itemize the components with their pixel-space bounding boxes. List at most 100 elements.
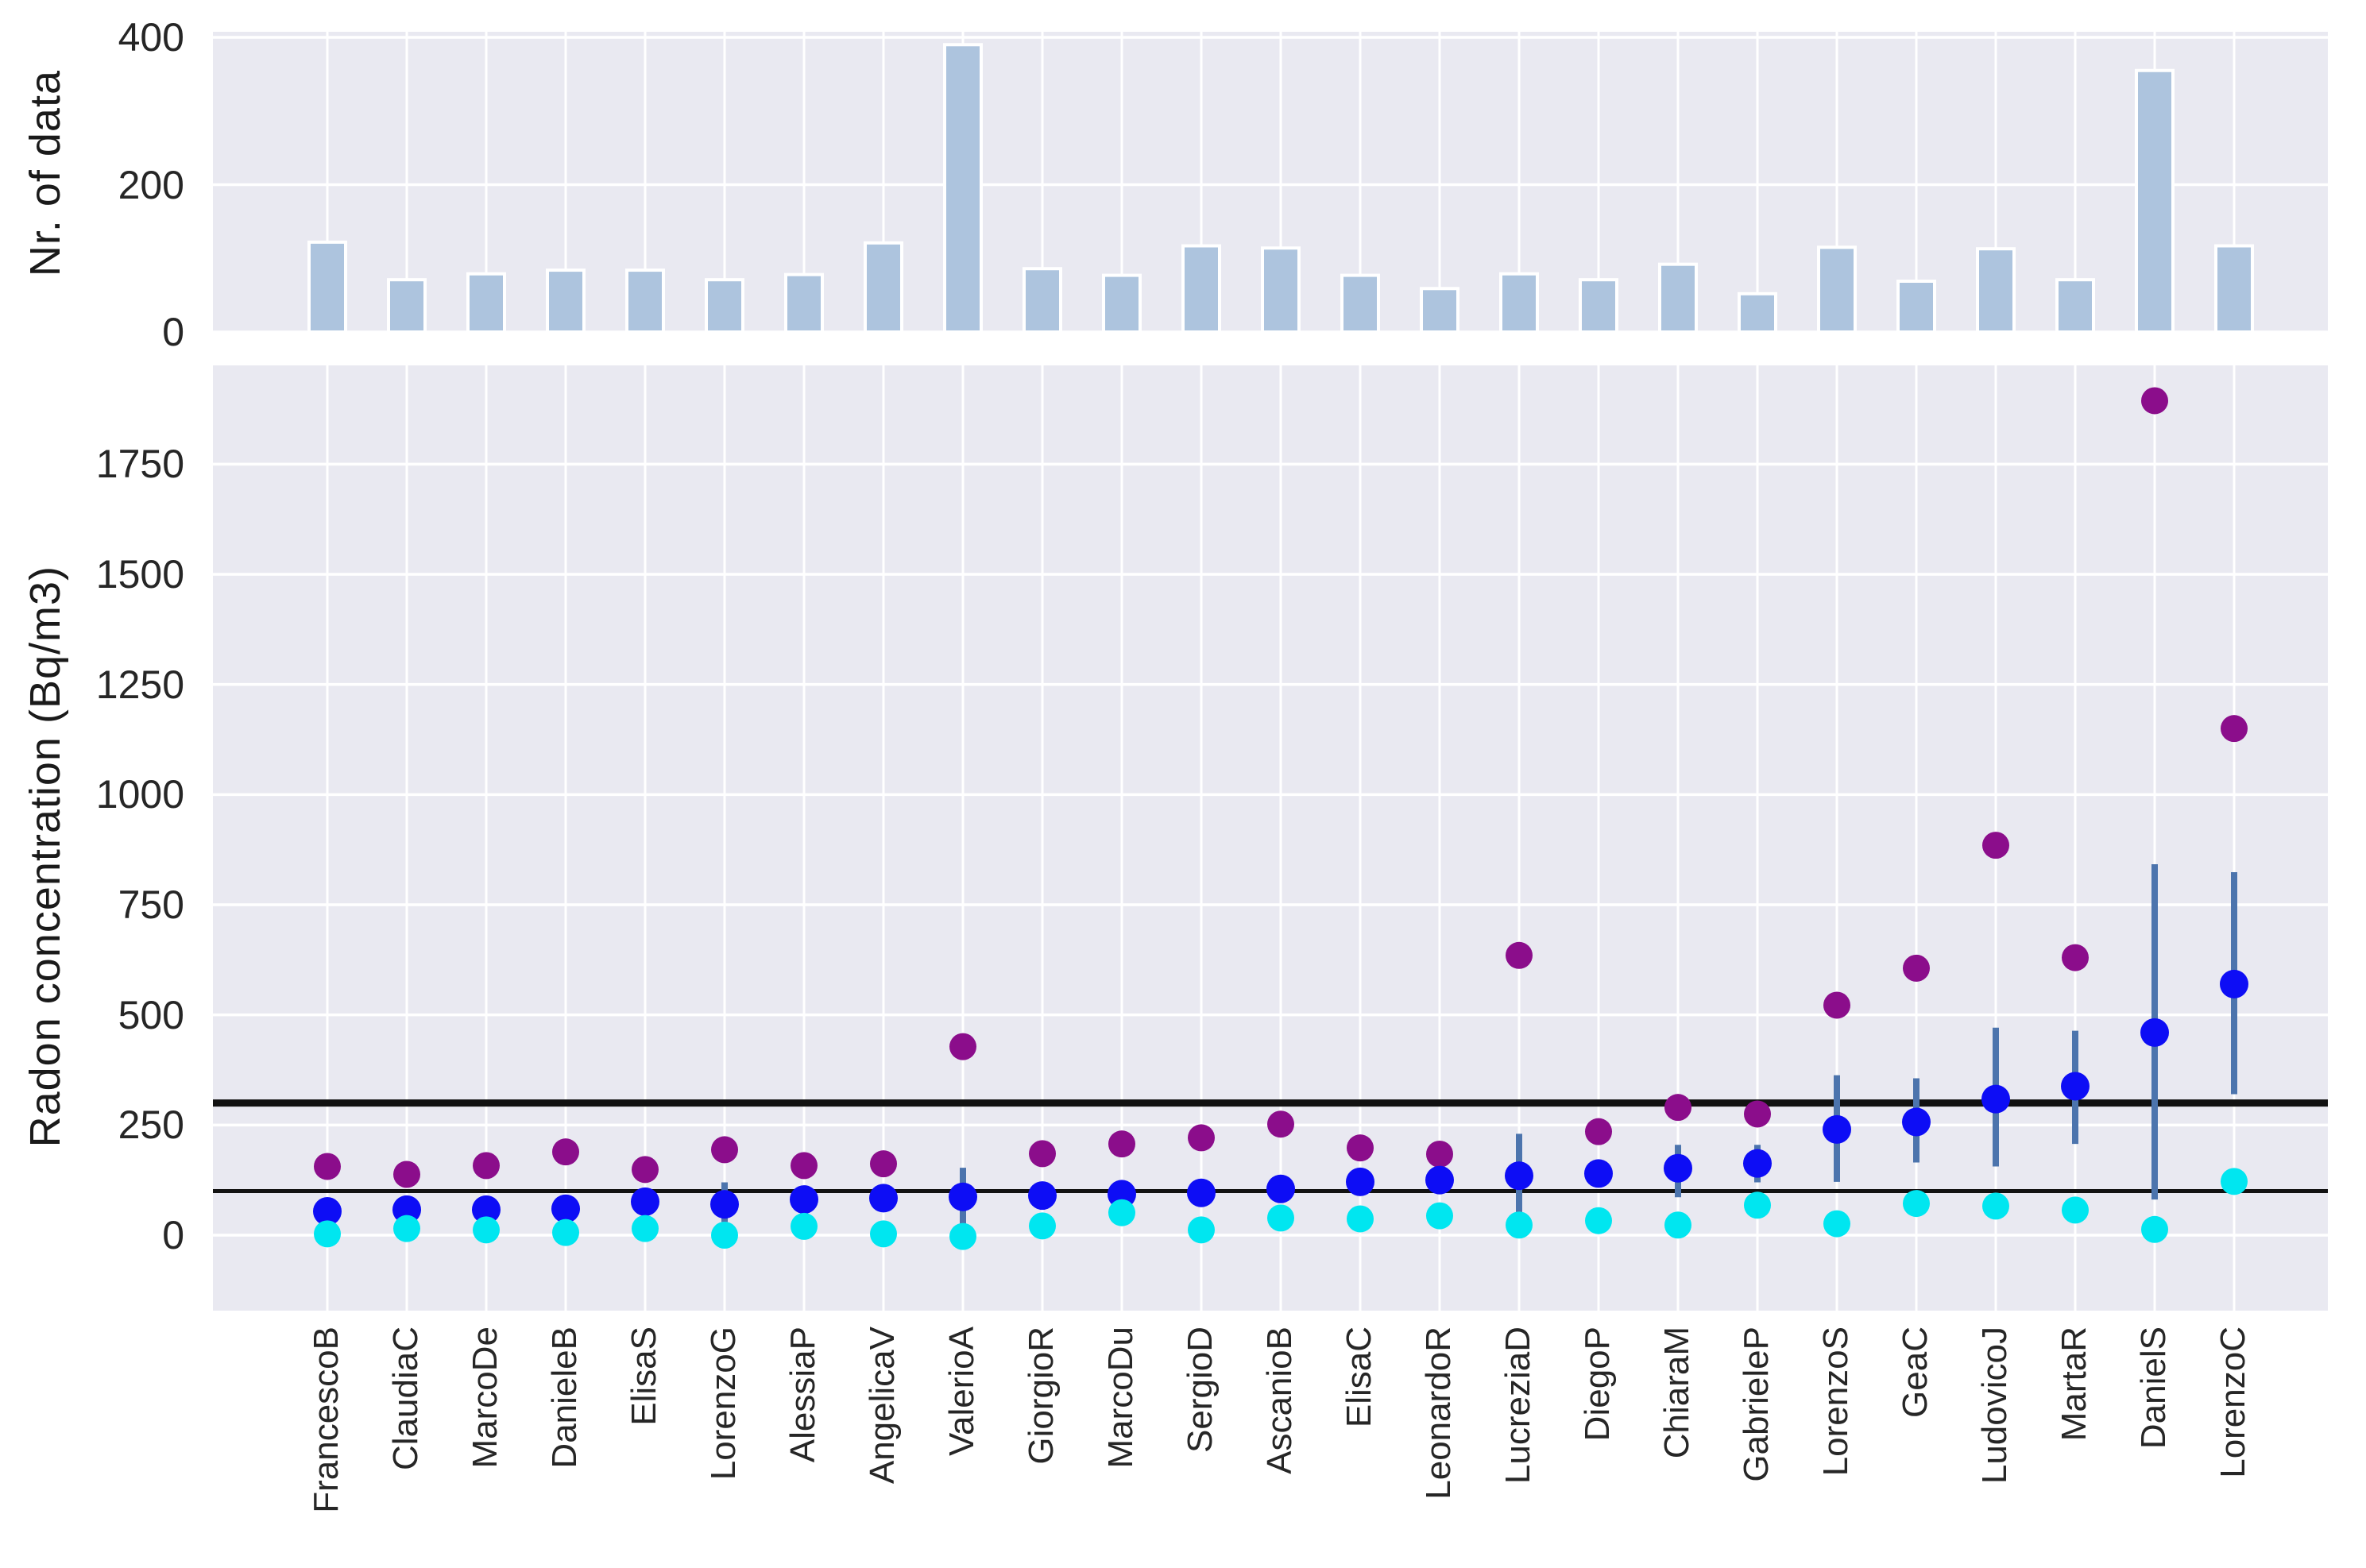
bar — [1261, 246, 1301, 333]
x-tick-label: FrancescoB — [307, 1327, 346, 1513]
bottom-y-tick-label: 500 — [118, 992, 184, 1037]
x-tick-label: MarcoDe — [466, 1327, 505, 1469]
x-tick-label: LorenzoC — [2213, 1327, 2252, 1478]
min-dot — [1823, 1210, 1850, 1238]
max-dot — [1903, 954, 1930, 982]
bar — [1976, 247, 2016, 333]
mean-dot — [869, 1184, 898, 1213]
max-dot — [1664, 1094, 1691, 1122]
x-tick-label: ValerioA — [942, 1327, 981, 1457]
bar — [625, 268, 665, 333]
mean-dot — [790, 1185, 818, 1215]
bar — [1023, 267, 1062, 333]
min-dot — [1029, 1212, 1056, 1240]
x-tick-label: MartaR — [2055, 1327, 2093, 1442]
x-tick-label: SergioD — [1181, 1327, 1220, 1453]
x-tick-label: LorenzoG — [704, 1327, 743, 1481]
x-tick-label: GabrieleP — [1737, 1327, 1776, 1482]
radon-concentration-scatter-panel — [213, 365, 2328, 1311]
bar — [1738, 292, 1777, 333]
max-dot — [1188, 1124, 1215, 1152]
x-tick-label: AngelicaV — [863, 1327, 902, 1485]
max-dot — [1029, 1140, 1056, 1168]
mean-dot — [472, 1195, 501, 1224]
min-dot — [2221, 1168, 2248, 1195]
top-y-tick-label: 0 — [162, 310, 184, 354]
x-tick-label: LudovicoJ — [1975, 1327, 2014, 1485]
bar — [1340, 273, 1380, 333]
mean-dot — [313, 1197, 342, 1226]
max-dot — [791, 1152, 818, 1180]
min-dot — [1108, 1199, 1135, 1226]
bar — [307, 240, 347, 333]
max-dot — [1426, 1140, 1453, 1168]
nr-of-data-bar-panel — [213, 32, 2328, 333]
max-dot — [393, 1161, 420, 1188]
mean-dot — [1266, 1174, 1295, 1203]
bottom-y-tick-label: 1000 — [95, 772, 184, 817]
x-tick-label: GiorgioR — [1022, 1327, 1061, 1465]
max-dot — [711, 1136, 738, 1164]
bottom-y-tick-label: 1500 — [95, 552, 184, 597]
min-dot — [2141, 1215, 2168, 1243]
mean-dot — [631, 1187, 659, 1216]
bar — [1499, 272, 1539, 333]
min-dot — [473, 1216, 500, 1244]
bar — [784, 272, 824, 333]
mean-dot — [1187, 1178, 1216, 1207]
mean-dot — [710, 1190, 739, 1219]
min-dot — [314, 1220, 341, 1248]
max-dot — [1823, 991, 1850, 1019]
min-dot — [632, 1215, 659, 1242]
min-dot — [393, 1215, 420, 1242]
top-y-tick-label: 200 — [118, 162, 184, 207]
min-dot — [711, 1222, 738, 1249]
bottom-y-tick-label: 1250 — [95, 662, 184, 707]
x-tick-label: ElisaC — [1340, 1327, 1378, 1428]
max-dot — [949, 1033, 976, 1060]
bar — [1896, 280, 1936, 333]
min-dot — [1744, 1191, 1771, 1219]
mean-dot — [1981, 1084, 2010, 1114]
x-tick-label: MarcoDu — [1101, 1327, 1140, 1469]
bottom-y-tick-label: 0 — [162, 1213, 184, 1257]
bar — [1102, 273, 1142, 333]
max-dot — [552, 1138, 579, 1166]
min-dot — [791, 1212, 818, 1240]
min-dot — [1267, 1204, 1294, 1232]
x-tick-label: GeaC — [1896, 1327, 1935, 1418]
bottom-panel-background — [213, 365, 2328, 1311]
min-dot — [552, 1218, 579, 1246]
bar — [1181, 244, 1221, 333]
mean-dot — [1028, 1181, 1057, 1211]
max-dot — [1347, 1134, 1374, 1162]
max-dot — [2062, 944, 2089, 971]
bottom-y-tick-label: 750 — [118, 882, 184, 927]
mean-dot — [1823, 1114, 1851, 1144]
x-tick-label: LorenzoS — [1816, 1327, 1855, 1477]
bar — [1817, 245, 1857, 333]
max-dot — [1744, 1100, 1771, 1128]
max-dot — [1585, 1118, 1612, 1145]
bar — [2055, 278, 2095, 333]
x-tick-label: AlessiaP — [783, 1327, 822, 1463]
max-dot — [1267, 1110, 1294, 1138]
min-dot — [1982, 1192, 2009, 1220]
bar — [2214, 244, 2254, 333]
max-dot — [1982, 832, 2009, 859]
bar — [2135, 68, 2175, 333]
x-tick-label: DiegoP — [1578, 1327, 1617, 1442]
x-tick-label: ChiaraM — [1657, 1327, 1696, 1459]
mean-dot — [1664, 1153, 1692, 1183]
mean-dot — [392, 1195, 421, 1224]
bar — [943, 43, 983, 333]
mean-dot — [1584, 1159, 1613, 1188]
min-dot — [1664, 1211, 1691, 1239]
top-y-tick-label: 400 — [118, 15, 184, 60]
max-dot — [870, 1150, 897, 1178]
x-tick-label: DanielS — [2134, 1327, 2173, 1450]
mean-dot — [1505, 1161, 1533, 1191]
max-dot — [632, 1156, 659, 1184]
mean-dot — [1743, 1149, 1772, 1178]
